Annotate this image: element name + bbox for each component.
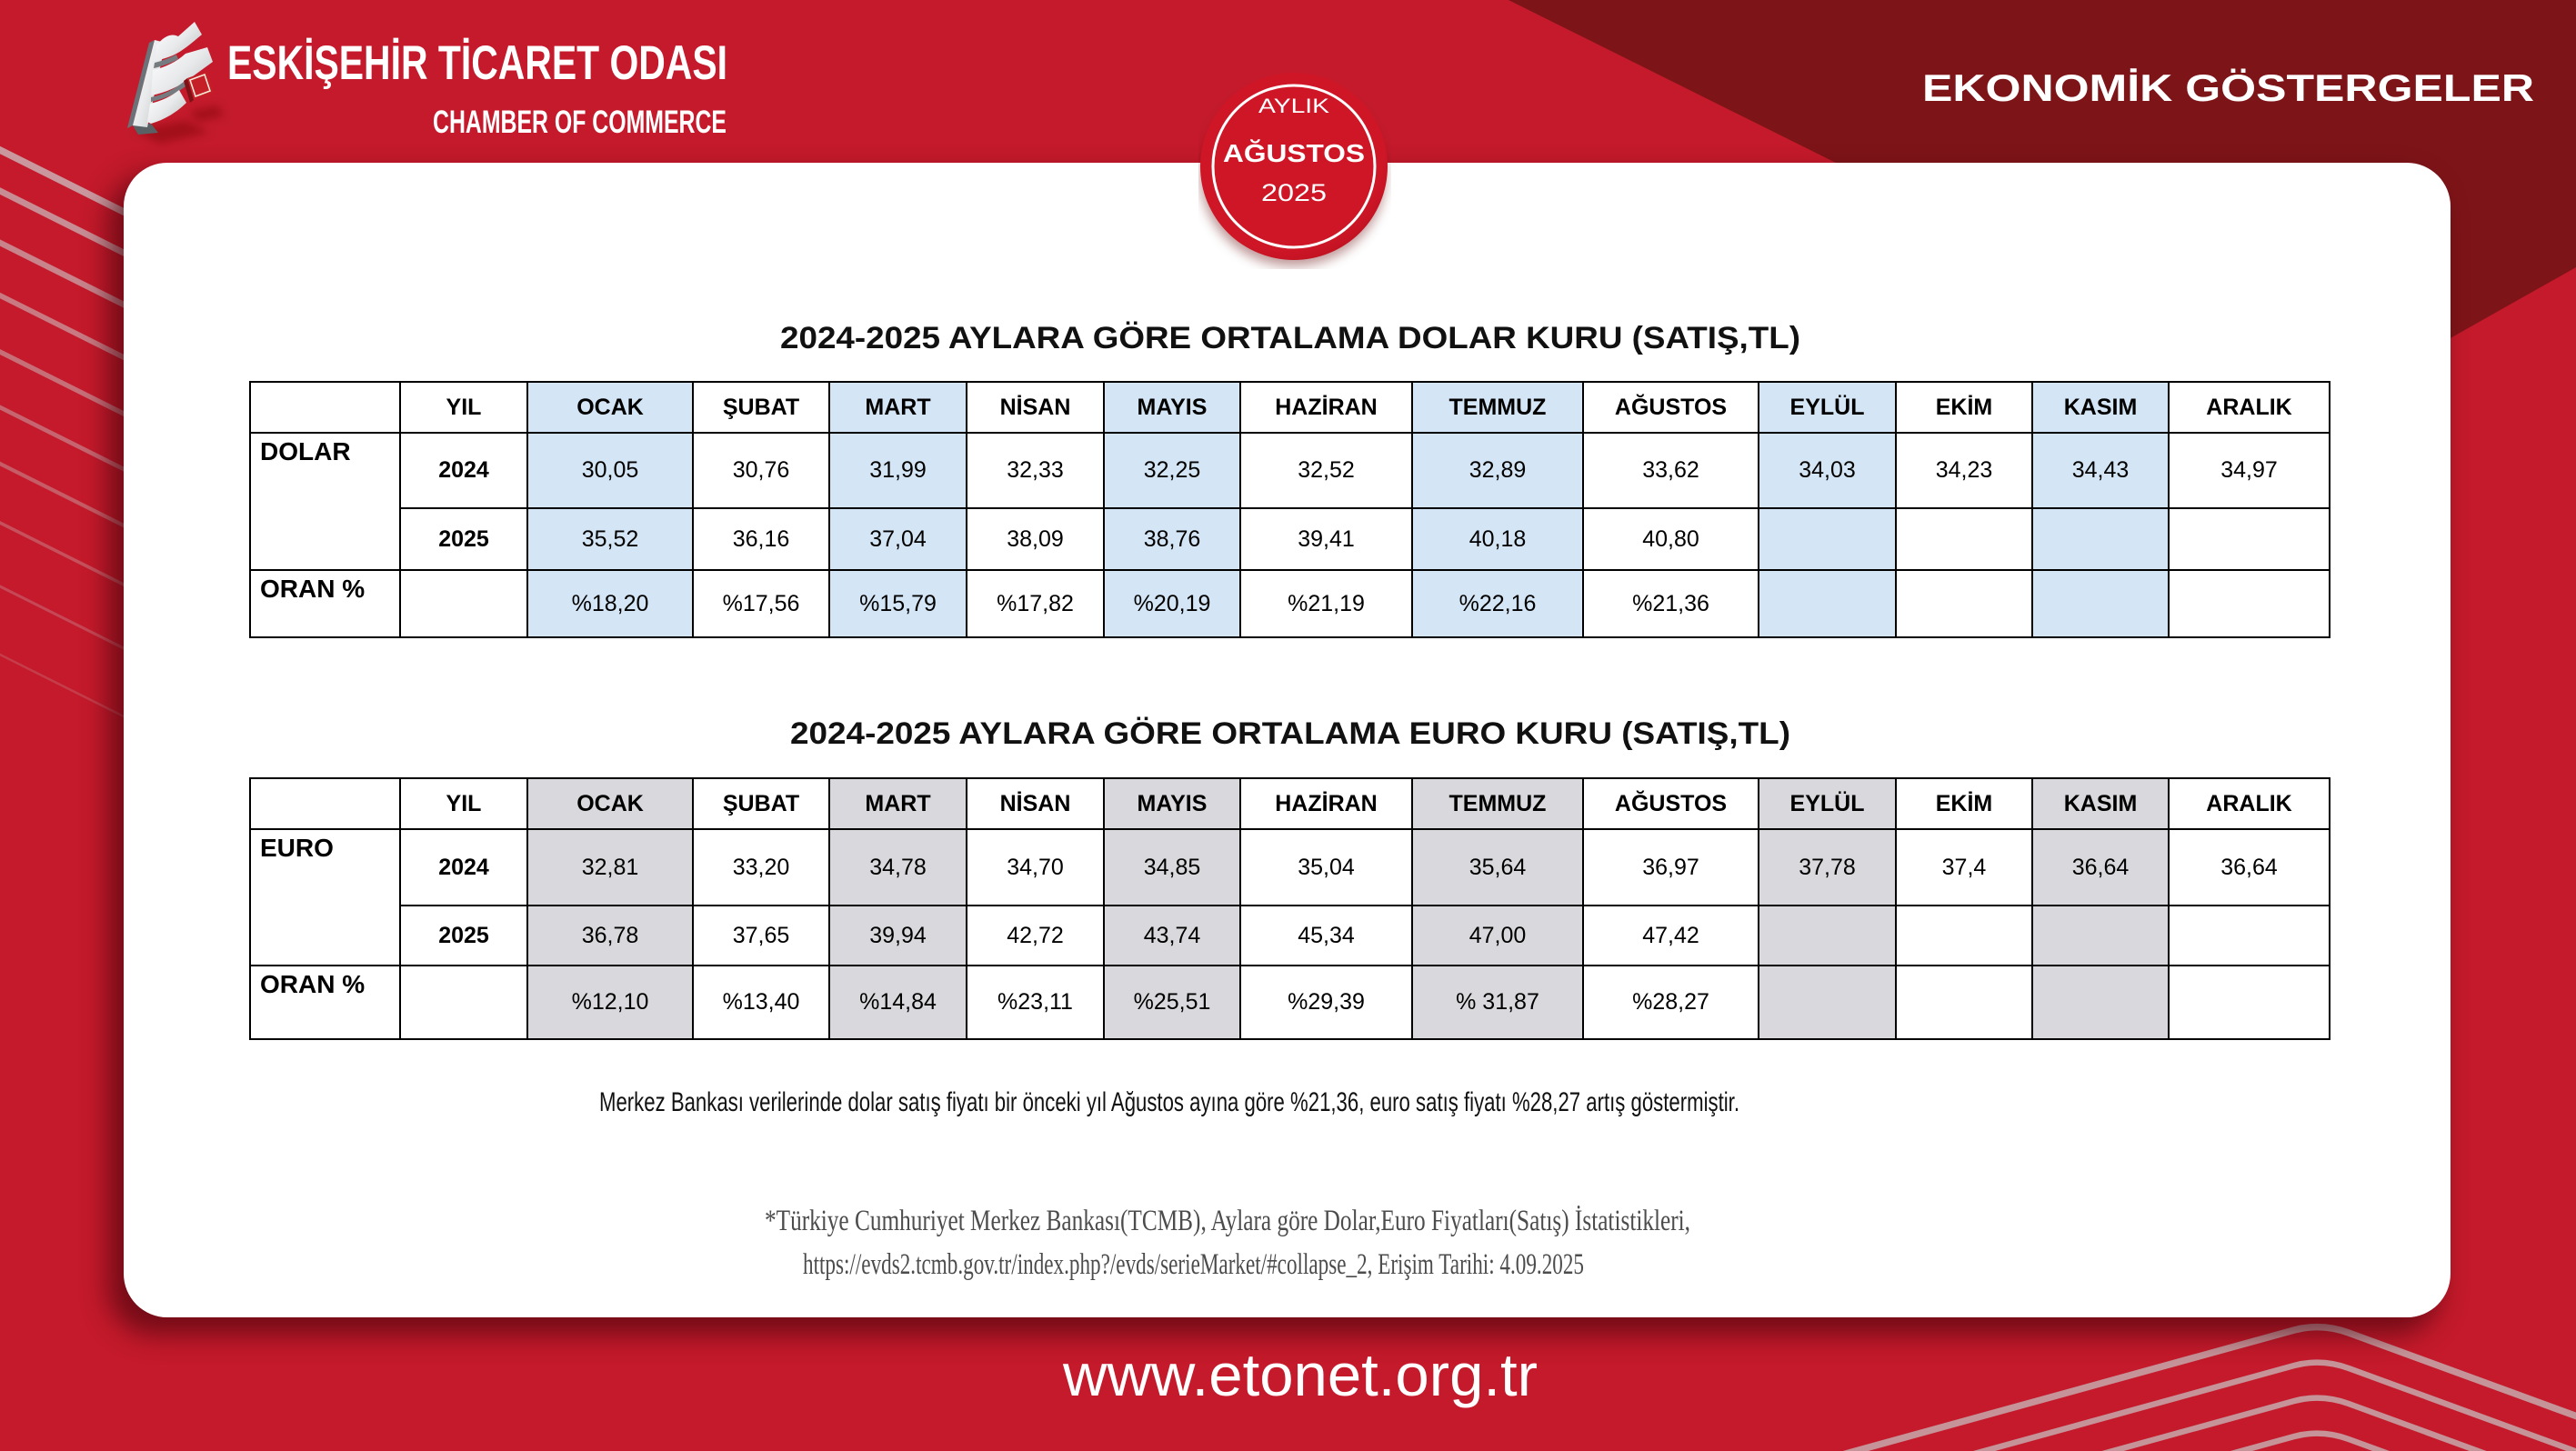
- svg-text:2025: 2025: [1261, 179, 1327, 206]
- svg-text:AYLIK: AYLIK: [1258, 95, 1329, 117]
- svg-text:AĞUSTOS: AĞUSTOS: [1223, 139, 1365, 167]
